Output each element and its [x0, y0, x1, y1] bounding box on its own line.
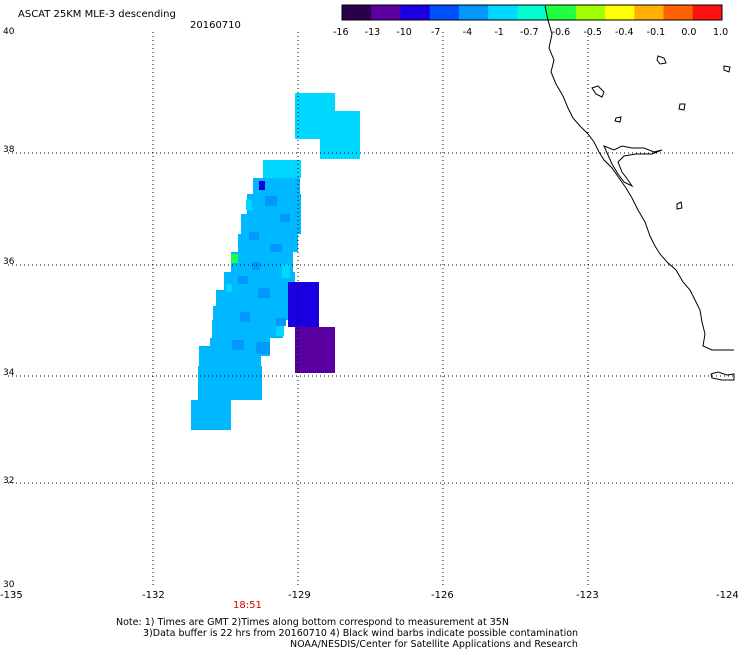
map-title: ASCAT 25KM MLE-3 descending: [18, 9, 176, 20]
note-line-2: 3)Data buffer is 22 hrs from 20160710 4)…: [143, 628, 579, 639]
note-line-1: Note: 1) Times are GMT 2)Times along bot…: [116, 617, 509, 628]
lon-label-123: -123: [576, 590, 599, 601]
colorbar-label: -10: [396, 27, 412, 38]
colorbar-segment: [429, 5, 460, 20]
swath-speckle: [274, 170, 284, 178]
colorbar-segment: [488, 5, 518, 20]
lat-label-36: 36: [3, 257, 15, 267]
swath-cell: [263, 160, 301, 178]
colorbar-label: -0.7: [520, 27, 539, 38]
colorbar-label: -1: [494, 27, 504, 38]
swath-cell: [213, 306, 291, 320]
swath-cell: [310, 124, 325, 139]
data-swath: [191, 93, 360, 430]
island-2: [723, 65, 731, 73]
swath-cell: [191, 400, 231, 430]
colorbar-label: -0.1: [646, 27, 666, 38]
colorbar-label: -4: [462, 27, 473, 38]
colorbar-segment: [663, 5, 694, 20]
colorbar-label: 1.0: [713, 27, 729, 38]
colorbar-segment: [400, 5, 431, 20]
colorbar-segment: [546, 5, 577, 20]
swath-speckle: [276, 318, 286, 326]
swath-speckle: [226, 284, 232, 292]
swath-speckle: [256, 342, 270, 354]
colorbar-frame: [341, 4, 723, 21]
lat-label-32: 32: [3, 476, 15, 486]
colorbar-label: -0.4: [615, 27, 634, 38]
colorbar: [341, 4, 723, 21]
colorbar-segment: [692, 5, 723, 20]
lat-label-34: 34: [3, 368, 15, 378]
coastline: [544, 5, 735, 381]
colorbar-segment: [517, 5, 548, 20]
island-1: [656, 55, 667, 65]
pass-time: 18:51: [233, 600, 262, 611]
sf-bay-outline: [603, 145, 663, 188]
swath-cell: [320, 111, 360, 159]
swath-cell: [216, 290, 288, 306]
colorbar-label: -16: [333, 27, 349, 38]
swath-cell: [238, 234, 298, 252]
colorbar-segment: [605, 5, 635, 20]
colorbar-label: -13: [364, 27, 381, 38]
swath-cell: [212, 320, 283, 338]
swath-speckle: [240, 312, 250, 322]
swath-cell: [231, 252, 293, 272]
lon-label-126: -126: [431, 590, 454, 601]
swath-speckle: [238, 276, 248, 284]
swath-speckle: [258, 288, 270, 298]
lat-label-30: 30: [3, 580, 15, 590]
island-5: [614, 116, 622, 123]
colorbar-label: -0.6: [551, 27, 571, 38]
swath-speckle: [246, 200, 252, 210]
california-coastline: [544, 5, 734, 351]
lon-label-132: -132: [142, 590, 165, 601]
swath-speckle: [276, 326, 284, 336]
colorbar-segment: [575, 5, 606, 20]
colorbar-label: -0.5: [583, 27, 602, 38]
swath-speckle: [282, 264, 290, 278]
swath-cell: [295, 327, 335, 373]
swath-speckle: [252, 262, 260, 270]
colorbar-segment: [342, 5, 372, 20]
swath-speckle: [280, 214, 290, 222]
swath-cell: [288, 282, 319, 327]
lon-label-135: -135: [0, 590, 23, 601]
map-date: 20160710: [190, 20, 241, 31]
graticule: [8, 32, 734, 588]
colorbar-label: -7: [431, 27, 441, 38]
swath-speckle: [270, 244, 282, 252]
swath-speckle: [232, 340, 244, 350]
channel-island: [710, 371, 735, 381]
swath-speckle: [265, 196, 277, 206]
colorbar-segment: [458, 5, 489, 20]
island-6: [676, 201, 683, 210]
swath-cell: [198, 382, 262, 400]
lon-label-129: -129: [288, 590, 311, 601]
lon-label-124: -124: [716, 590, 739, 601]
swath-cell: [198, 366, 262, 382]
colorbar-segment: [371, 5, 401, 20]
island-4: [678, 103, 686, 111]
lat-label-38: 38: [3, 145, 15, 155]
swath-cell: [199, 346, 261, 366]
swath-cell: [231, 254, 238, 263]
colorbar-segment: [634, 5, 665, 20]
swath-speckle: [249, 232, 259, 240]
swath-cell: [259, 181, 265, 190]
colorbar-label: 0.0: [681, 27, 697, 38]
swath-cell: [241, 214, 301, 234]
note-line-3: NOAA/NESDIS/Center for Satellite Applica…: [290, 639, 578, 650]
lat-label-40: 40: [3, 27, 15, 37]
island-3: [591, 85, 605, 98]
